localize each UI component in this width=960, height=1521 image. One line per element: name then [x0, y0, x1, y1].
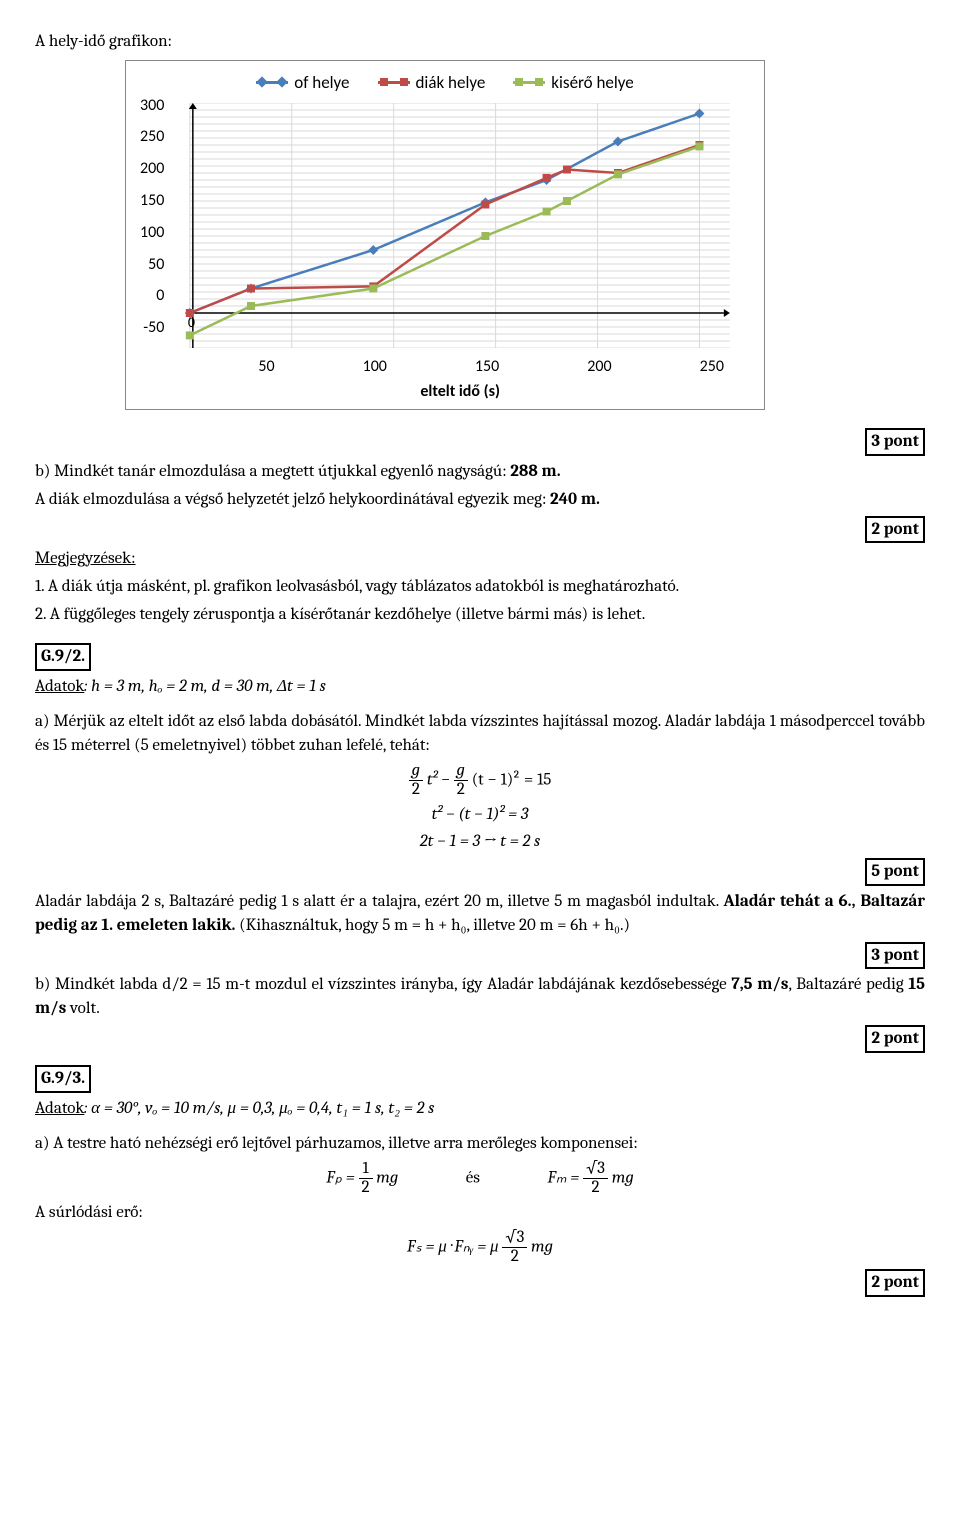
text-line: A diák elmozdulása a végső helyzetét jel…	[35, 488, 925, 512]
data-line: Adatok: h = 3 m, hₒ = 2 m, d = 30 m, Δt …	[35, 675, 925, 699]
legend-item: of helye	[256, 71, 349, 95]
points-badge: 2 pont	[865, 516, 925, 544]
text-line: 1. A diák útja másként, pl. grafikon leo…	[35, 575, 925, 599]
legend-marker-diak	[378, 81, 410, 84]
paragraph: b) Mindkét labda d/2 = 15 m-t mozdul el …	[35, 973, 925, 1021]
data-line: Adatok: α = 30°, vₒ = 10 m/s, μ = 0,3, μ…	[35, 1097, 925, 1121]
y-axis-labels: 300 250 200 150 100 50 0 -50	[140, 95, 170, 340]
points-badge: 5 pont	[865, 858, 925, 886]
legend-marker-of	[256, 81, 288, 84]
text-line: b) Mindkét tanár elmozdulása a megtett ú…	[35, 460, 925, 484]
chart-svg: 0	[170, 103, 750, 348]
notes-heading: Megjegyzések:	[35, 547, 925, 571]
legend-marker-kisero	[513, 81, 545, 84]
x-axis-title: eltelt idő (s)	[170, 381, 750, 403]
chart-plot-area: 0 50 100 150 200 250 eltelt idő (s)	[170, 103, 750, 404]
points-badge: 2 pont	[865, 1025, 925, 1053]
legend-item: diák helye	[378, 71, 486, 95]
points-badge: 2 pont	[865, 1269, 925, 1297]
equation: t² − (t − 1)² = 3	[35, 803, 925, 827]
legend-item: kisérő helye	[513, 71, 633, 95]
points-badge: 3 pont	[865, 428, 925, 456]
equation: Fₛ = μ · Fₙᵧ = μ √32 mg	[35, 1229, 925, 1266]
chart-legend: of helye diák helye kisérő helye	[140, 71, 750, 95]
legend-label: diák helye	[416, 71, 486, 95]
equation: 2t − 1 = 3 → t = 2 s	[35, 830, 925, 854]
equation: Fₚ = 12 mg és Fₘ = √32 mg	[35, 1160, 925, 1197]
section-heading: G.9/3.	[35, 1065, 91, 1093]
legend-label: of helye	[294, 71, 349, 95]
x-axis-labels: 50 100 150 200 250	[170, 356, 724, 378]
paragraph: Aladár labdája 2 s, Baltazáré pedig 1 s …	[35, 890, 925, 938]
chart: of helye diák helye kisérő helye 300 250…	[125, 60, 765, 410]
text-line: 2. A függőleges tengely zéruspontja a kí…	[35, 603, 925, 627]
text-line: A súrlódási erő:	[35, 1201, 925, 1225]
legend-label: kisérő helye	[551, 71, 633, 95]
chart-title: A hely-idő grafikon:	[35, 30, 925, 54]
equation: g2 t² − g2 (t − 1)² = 15	[35, 762, 925, 799]
paragraph: a) Mérjük az eltelt időt az első labda d…	[35, 710, 925, 758]
points-badge: 3 pont	[865, 942, 925, 970]
text-line: a) A testre ható nehézségi erő lejtővel …	[35, 1132, 925, 1156]
section-heading: G.9/2.	[35, 643, 91, 671]
